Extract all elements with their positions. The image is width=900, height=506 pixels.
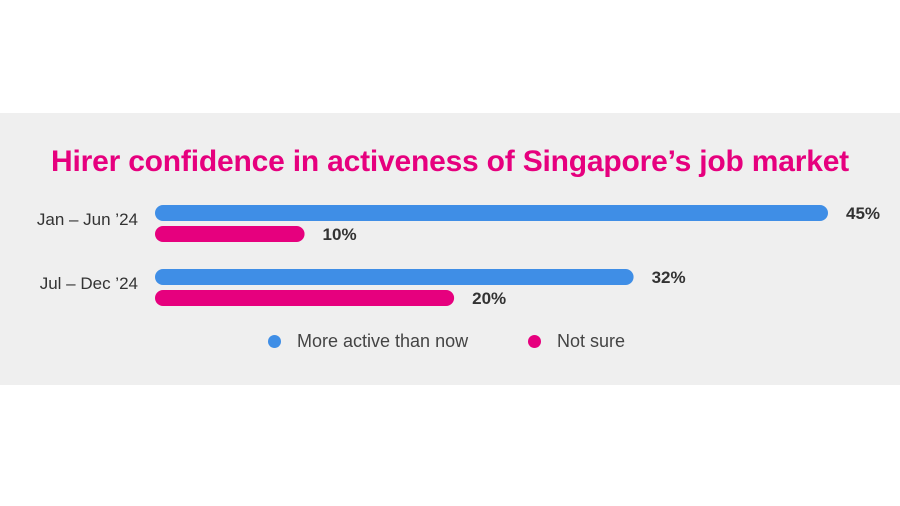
bar-more-active-jan-jun [155,205,828,221]
category-label-jul-dec: Jul – Dec ’24 [39,274,138,293]
legend-label-more-active: More active than now [297,331,469,351]
bar-not-sure-jan-jun [155,226,305,242]
bar-not-sure-jul-dec [155,290,455,306]
bar-more-active-jul-dec [155,269,634,285]
legend-swatch-not-sure [528,335,541,348]
chart-title: Hirer confidence in activeness of Singap… [51,145,849,178]
legend-label-not-sure: Not sure [557,331,626,351]
data-label-not-sure-jan-jun: 10% [323,225,357,244]
legend-item-more-active: More active than now [268,331,468,352]
legend-swatch-more-active [268,335,281,348]
legend-item-not-sure: Not sure [528,331,625,352]
chart-panel [0,113,900,385]
category-label-jan-jun: Jan – Jun ’24 [36,210,138,229]
data-label-more-active-jul-dec: 32% [652,268,686,287]
data-label-not-sure-jul-dec: 20% [472,289,506,308]
data-label-more-active-jan-jun: 45% [846,204,880,223]
